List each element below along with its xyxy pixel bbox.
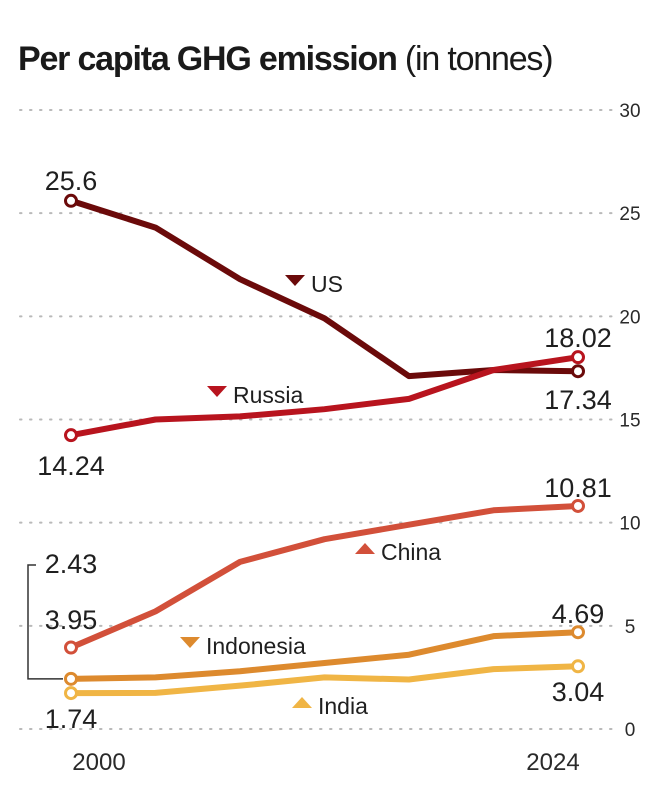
data-labels: 25.6 17.34 14.24 18.02 3.95 10.81 2.43 4.69 1.74…	[37, 166, 612, 734]
series-line-india	[68, 663, 581, 697]
data-label-start-us: 25.6	[45, 166, 98, 196]
y-tick-label: 0	[625, 720, 636, 741]
chart-title-main: Per capita GHG emission	[18, 40, 398, 78]
y-tick-label: 10	[619, 514, 640, 535]
data-label-start-indonesia: 2.43	[45, 549, 98, 579]
series-label-indonesia: Indonesia	[206, 633, 306, 659]
data-label-end-indonesia: 4.69	[552, 599, 605, 629]
point-marker-indonesia-start	[64, 671, 78, 686]
data-label-end-china: 10.81	[544, 473, 612, 503]
series-label-china: China	[381, 539, 441, 565]
chart-title-unit: (in tonnes)	[404, 40, 554, 78]
y-tick-label: 30	[619, 101, 640, 122]
series-line-indonesia	[68, 629, 581, 682]
data-label-start-china: 3.95	[45, 605, 98, 635]
data-label-end-us: 17.34	[544, 385, 612, 415]
series-labels: US Russia China Indonesia India	[180, 271, 441, 719]
point-marker-us-start	[64, 193, 78, 208]
triangle-up-icon	[355, 543, 375, 554]
point-marker-india-start	[64, 686, 78, 701]
series-label-india: India	[318, 693, 368, 719]
point-marker-china-start	[64, 640, 78, 655]
data-label-end-india: 3.04	[552, 677, 605, 707]
triangle-down-icon	[285, 275, 305, 286]
chart-title: Per capita GHG emission (in tonnes)	[18, 40, 554, 79]
point-marker-china-end	[571, 498, 585, 513]
point-marker-india-end	[571, 659, 585, 674]
triangle-down-icon	[180, 637, 200, 648]
point-marker-russia-end	[571, 350, 585, 365]
y-tick-label: 15	[619, 411, 640, 432]
triangle-up-icon	[292, 697, 312, 708]
x-tick-label: 2000	[72, 749, 125, 776]
data-label-start-russia: 14.24	[37, 451, 105, 481]
bracket-line	[27, 564, 63, 680]
series-line-china	[68, 502, 581, 651]
series-label-us: US	[311, 271, 343, 297]
label-bracket	[27, 564, 63, 680]
data-label-start-india: 1.74	[45, 704, 98, 734]
y-tick-label: 20	[619, 307, 640, 328]
point-marker-russia-start	[64, 428, 78, 443]
point-marker-indonesia-end	[571, 625, 585, 640]
data-label-end-russia: 18.02	[544, 323, 612, 353]
y-tick-label: 25	[619, 204, 640, 225]
x-axis-ticks: 2000 2024	[72, 749, 579, 776]
y-tick-label: 5	[625, 617, 636, 638]
y-axis-ticks: 0 5 10 15 20 25 30	[619, 101, 640, 741]
series-line-russia	[68, 354, 581, 439]
x-tick-label: 2024	[526, 749, 579, 776]
series-label-russia: Russia	[233, 382, 304, 408]
point-marker-us-end	[571, 364, 585, 379]
series-lines	[64, 193, 585, 701]
triangle-down-icon	[207, 386, 227, 397]
